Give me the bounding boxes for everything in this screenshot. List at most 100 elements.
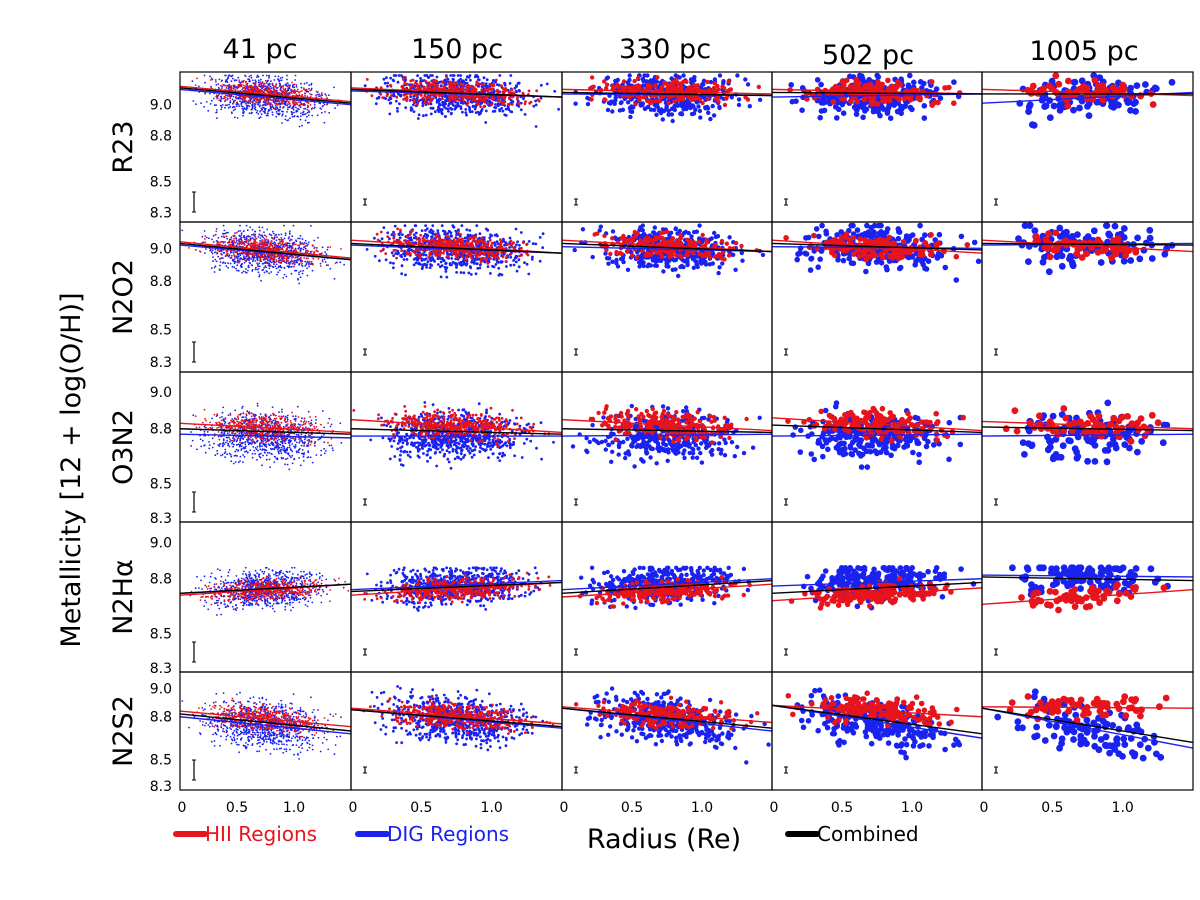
hii-point xyxy=(270,240,273,243)
dig-point xyxy=(217,255,220,258)
hii-point xyxy=(239,238,241,241)
hii-point xyxy=(256,241,258,244)
hii-point xyxy=(535,89,539,93)
dig-point xyxy=(216,117,218,120)
dig-point xyxy=(217,83,220,86)
dig-point xyxy=(286,82,289,84)
dig-point xyxy=(248,105,251,108)
dig-point xyxy=(422,114,425,118)
hii-point xyxy=(480,88,484,92)
dig-point xyxy=(264,85,267,87)
dig-point xyxy=(743,77,748,82)
hii-point xyxy=(320,108,323,110)
hii-point xyxy=(272,257,275,260)
hii-point xyxy=(434,79,438,82)
dig-point xyxy=(254,233,257,236)
dig-point xyxy=(237,97,240,100)
hii-point xyxy=(218,99,221,102)
dig-point xyxy=(296,115,299,118)
hii-point xyxy=(267,253,270,256)
dig-point xyxy=(203,105,206,108)
dig-point xyxy=(258,226,261,229)
hii-point xyxy=(232,88,235,90)
hii-point xyxy=(237,85,239,88)
hii-point xyxy=(220,80,223,83)
hii-point xyxy=(230,257,233,259)
dig-point xyxy=(282,88,285,90)
dig-point xyxy=(268,262,271,265)
hii-point xyxy=(297,101,300,103)
hii-point xyxy=(296,103,298,106)
hii-point xyxy=(471,86,474,90)
hii-point xyxy=(527,89,531,93)
dig-point xyxy=(279,77,282,79)
dig-point xyxy=(224,74,227,77)
dig-point xyxy=(641,78,646,84)
dig-point xyxy=(211,99,213,102)
dig-point xyxy=(234,79,236,81)
hii-point xyxy=(264,87,266,90)
dig-point xyxy=(291,235,294,238)
hii-point xyxy=(264,99,267,102)
hii-point xyxy=(244,89,247,91)
y-tick-label: 9.0 xyxy=(150,98,172,114)
dig-point xyxy=(248,80,251,83)
dig-point xyxy=(515,90,518,94)
dig-point xyxy=(287,106,289,109)
dig-point xyxy=(863,106,870,112)
hii-point xyxy=(256,262,258,264)
dig-point xyxy=(310,93,313,96)
dig-point xyxy=(272,242,274,245)
dig-point xyxy=(1168,78,1176,86)
hii-point xyxy=(411,84,415,88)
dig-point xyxy=(256,110,259,112)
hii-point xyxy=(257,98,260,101)
hii-point xyxy=(288,102,291,105)
hii-point xyxy=(312,257,315,260)
dig-point xyxy=(242,236,245,239)
dig-point xyxy=(324,111,326,113)
dig-point xyxy=(266,271,269,273)
dig-point xyxy=(257,236,260,238)
dig-point xyxy=(231,77,234,80)
hii-point xyxy=(459,95,462,98)
hii-point xyxy=(234,86,237,89)
hii-point xyxy=(236,231,238,234)
dig-point xyxy=(299,106,302,109)
hii-point xyxy=(311,263,314,266)
hii-point xyxy=(262,245,265,248)
hii-point xyxy=(225,84,228,87)
dig-point xyxy=(494,103,497,106)
dig-point xyxy=(324,251,326,254)
dig-point xyxy=(851,104,858,110)
dig-point xyxy=(462,80,466,84)
hii-point xyxy=(255,86,258,89)
dig-point xyxy=(294,74,297,77)
hii-point xyxy=(293,83,296,86)
hii-point xyxy=(467,87,470,91)
dig-point xyxy=(275,260,278,263)
hii-point xyxy=(223,84,226,87)
dig-point xyxy=(251,107,254,110)
hii-point xyxy=(278,92,281,94)
dig-point xyxy=(258,275,261,278)
dig-point xyxy=(227,231,229,234)
dig-point xyxy=(323,121,326,124)
dig-point xyxy=(412,110,416,113)
y-tick-label: 8.5 xyxy=(150,175,172,191)
dig-point xyxy=(654,112,659,118)
hii-point xyxy=(448,87,452,90)
hii-point xyxy=(220,96,223,99)
dig-point xyxy=(273,79,276,81)
dig-point xyxy=(269,83,271,85)
dig-point xyxy=(246,105,249,108)
hii-point xyxy=(424,99,427,103)
hii-point xyxy=(256,101,259,104)
hii-point xyxy=(1052,72,1060,80)
hii-point xyxy=(395,95,399,99)
dig-point xyxy=(627,73,632,78)
dig-point xyxy=(222,232,224,235)
dig-point xyxy=(468,106,471,110)
hii-point xyxy=(510,88,514,91)
dig-point xyxy=(295,106,297,109)
